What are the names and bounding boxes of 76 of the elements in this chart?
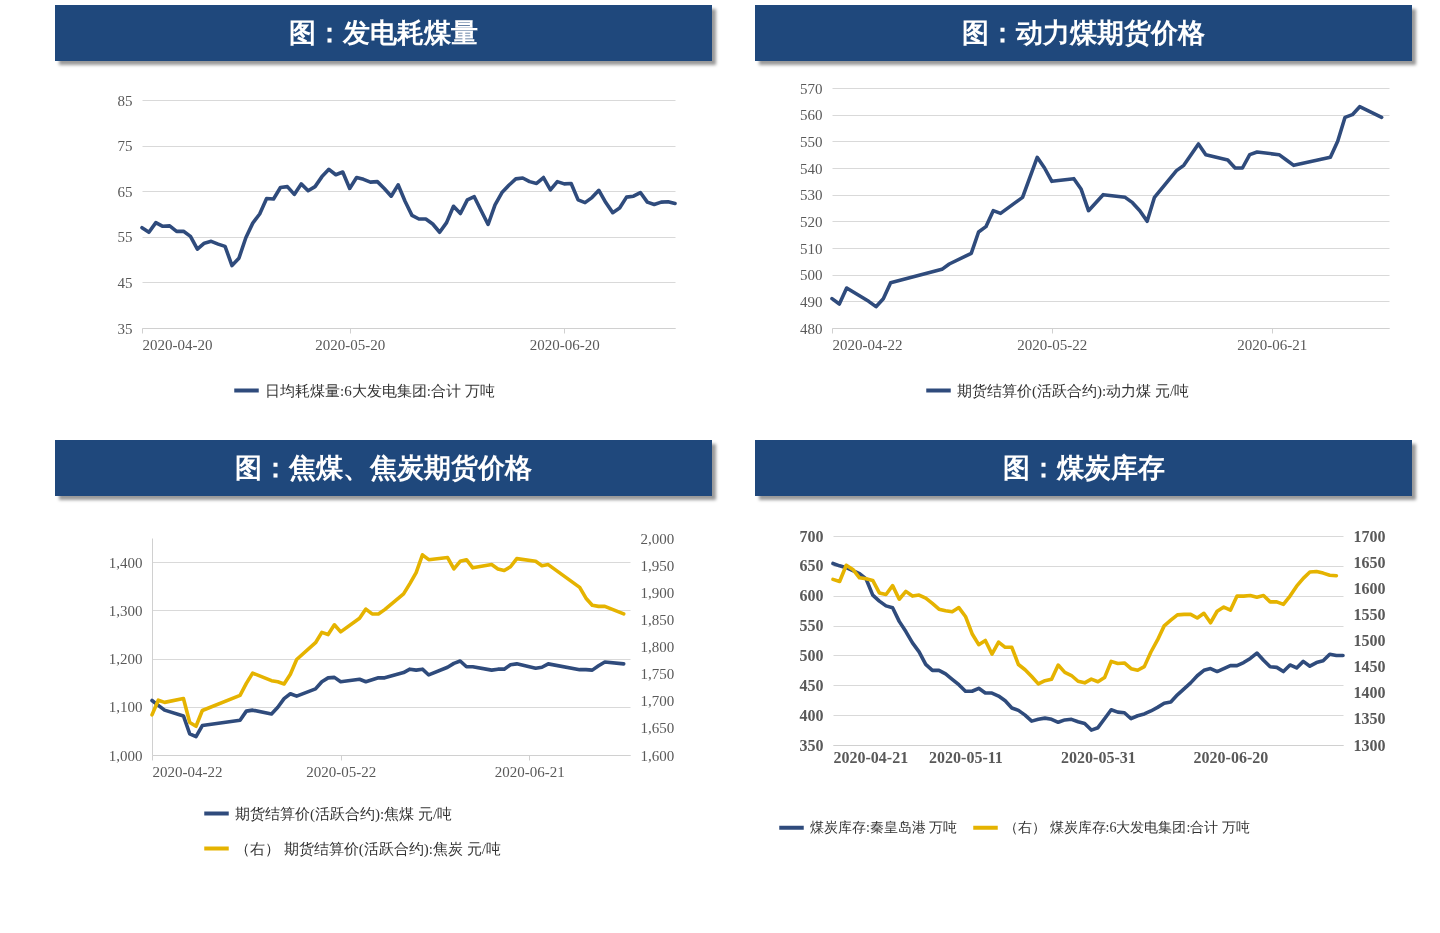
chart-title: 图：动力煤期货价格 bbox=[755, 5, 1412, 61]
y2-tick-label: 2,000 bbox=[640, 530, 675, 547]
x-tick-label: 2020-04-22 bbox=[832, 336, 903, 353]
y-tick-label: 85 bbox=[117, 92, 133, 109]
y-tick-label: 350 bbox=[799, 736, 824, 754]
legend-label: 日均耗煤量:6大发电集团:合计 万吨 bbox=[265, 382, 495, 399]
chart-title: 图：发电耗煤量 bbox=[55, 5, 712, 61]
y-tick-label: 550 bbox=[800, 133, 823, 150]
line-series bbox=[150, 659, 626, 739]
y2-tick-label: 1450 bbox=[1353, 658, 1386, 676]
y-tick-label: 540 bbox=[800, 160, 823, 177]
y-tick-label: 600 bbox=[799, 587, 824, 605]
y2-tick-label: 1600 bbox=[1353, 579, 1386, 597]
y-tick-label: 530 bbox=[800, 187, 823, 204]
x-tick-label: 2020-05-20 bbox=[315, 336, 386, 353]
line-series bbox=[830, 104, 1384, 309]
line-series bbox=[140, 167, 677, 268]
y2-tick-label: 1700 bbox=[1353, 527, 1386, 545]
x-tick-label: 2020-05-22 bbox=[1017, 336, 1088, 353]
y2-tick-label: 1400 bbox=[1353, 684, 1386, 702]
y-tick-label: 560 bbox=[800, 107, 823, 124]
y-tick-label: 55 bbox=[117, 229, 133, 246]
y-tick-label: 1,100 bbox=[108, 699, 143, 716]
y-tick-label: 500 bbox=[799, 646, 824, 664]
y-tick-label: 400 bbox=[799, 706, 824, 724]
legend-label: 期货结算价(活跃合约):动力煤 元/吨 bbox=[957, 382, 1190, 400]
legend-label: （右） 期货结算价(活跃合约):焦炭 元/吨 bbox=[235, 840, 501, 858]
x-tick-label: 2020-06-21 bbox=[1237, 336, 1308, 353]
y-tick-label: 500 bbox=[800, 267, 823, 284]
y-tick-label: 520 bbox=[800, 213, 823, 230]
chart-title: 图：焦煤、焦炭期货价格 bbox=[55, 440, 712, 496]
y2-tick-label: 1300 bbox=[1353, 736, 1386, 754]
y-tick-label: 1,000 bbox=[108, 747, 143, 764]
y-tick-label: 490 bbox=[800, 293, 823, 310]
y2-tick-label: 1,850 bbox=[640, 611, 675, 628]
y2-tick-label: 1650 bbox=[1353, 553, 1386, 571]
line-series bbox=[831, 563, 1339, 686]
legend-label: （右） 煤炭库存:6大发电集团:合计 万吨 bbox=[1004, 819, 1250, 835]
y-tick-label: 45 bbox=[117, 274, 133, 291]
y-tick-label: 700 bbox=[799, 527, 824, 545]
line-series bbox=[150, 553, 626, 729]
x-tick-label: 2020-05-22 bbox=[306, 763, 377, 780]
y-tick-label: 1,300 bbox=[108, 602, 143, 619]
y-tick-label: 450 bbox=[799, 676, 824, 694]
y-tick-label: 650 bbox=[799, 557, 824, 575]
line-series bbox=[831, 561, 1345, 732]
y-tick-label: 65 bbox=[117, 183, 133, 200]
x-tick-label: 2020-04-20 bbox=[142, 336, 213, 353]
y2-tick-label: 1,750 bbox=[640, 666, 675, 683]
x-tick-label: 2020-06-20 bbox=[529, 336, 600, 353]
y2-tick-label: 1,950 bbox=[640, 557, 675, 574]
y-tick-label: 1,400 bbox=[108, 554, 143, 571]
y-tick-label: 550 bbox=[799, 617, 824, 635]
x-tick-label: 2020-04-21 bbox=[833, 748, 909, 766]
legend-label: 期货结算价(活跃合约):焦煤 元/吨 bbox=[235, 805, 453, 823]
y-tick-label: 480 bbox=[800, 320, 823, 337]
legend-label: 煤炭库存:秦皇岛港 万吨 bbox=[810, 819, 958, 835]
y-tick-label: 510 bbox=[800, 240, 823, 257]
x-tick-label: 2020-06-21 bbox=[494, 763, 565, 780]
y2-tick-label: 1,650 bbox=[640, 720, 675, 737]
y2-tick-label: 1,700 bbox=[640, 693, 675, 710]
x-tick-label: 2020-06-20 bbox=[1193, 748, 1269, 766]
y2-tick-label: 1500 bbox=[1353, 632, 1386, 649]
y-tick-label: 75 bbox=[117, 138, 133, 155]
y-tick-label: 35 bbox=[117, 320, 133, 337]
x-tick-label: 2020-05-31 bbox=[1061, 748, 1136, 766]
chart-title: 图：煤炭库存 bbox=[755, 440, 1412, 496]
y-tick-label: 1,200 bbox=[108, 651, 143, 668]
y2-tick-label: 1,600 bbox=[640, 747, 675, 764]
y2-tick-label: 1,900 bbox=[640, 584, 675, 601]
y2-tick-label: 1350 bbox=[1353, 710, 1386, 728]
x-tick-label: 2020-05-11 bbox=[929, 748, 1003, 766]
y-tick-label: 570 bbox=[800, 80, 823, 97]
y2-tick-label: 1,800 bbox=[640, 639, 675, 655]
y2-tick-label: 1550 bbox=[1353, 605, 1386, 623]
x-tick-label: 2020-04-22 bbox=[152, 763, 223, 780]
